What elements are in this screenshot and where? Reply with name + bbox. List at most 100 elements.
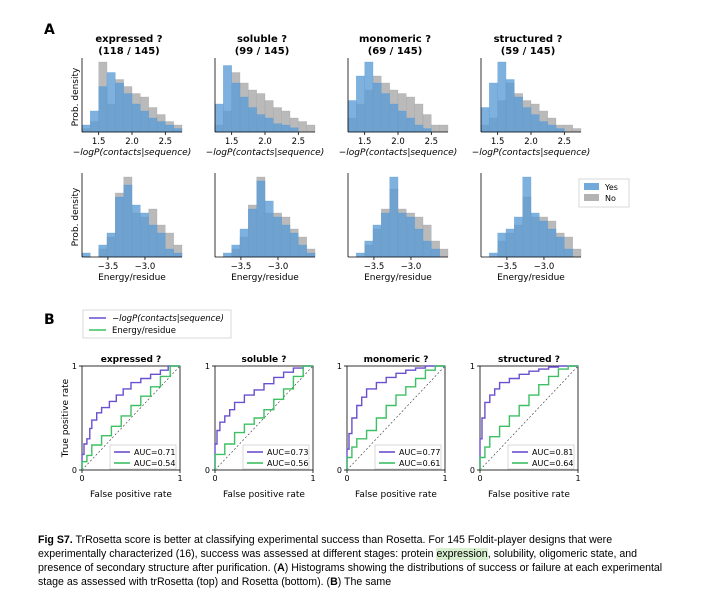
- hist-x-tick-label: −3.0: [401, 262, 422, 272]
- hist-bar-yes: [148, 224, 158, 258]
- roc-panel-title: monomeric ?: [364, 355, 429, 365]
- hist-bar-yes: [140, 110, 149, 133]
- hist-bar-yes: [356, 252, 365, 258]
- hist-bar-yes: [489, 82, 498, 133]
- hist-bar-yes: [555, 236, 565, 258]
- hist-bar-yes: [239, 96, 249, 133]
- hist-x-tick-label: 2.5: [159, 137, 173, 147]
- hist-x-tick-label: −3.5: [364, 262, 385, 272]
- hist-bar-yes: [364, 240, 374, 258]
- hist-bar-yes: [530, 114, 540, 133]
- hist-legend: Yes No: [578, 178, 630, 208]
- hist-x-tick-label: 2.0: [524, 137, 538, 147]
- hist-x-axis-label: −logP(contacts|sequence): [206, 148, 324, 158]
- roc-auc-legend: [109, 444, 177, 470]
- hist-bar-yes: [406, 117, 415, 133]
- roc-x-axis-label: False positive rate: [355, 490, 437, 500]
- roc-x-tick-label: 0: [344, 474, 349, 483]
- hist-x-axis-label: −logP(contacts|sequence): [73, 148, 191, 158]
- hist-bar-yes: [497, 232, 507, 258]
- hist-x-tick-label: −3.5: [231, 262, 252, 272]
- hist-x-tick-label: 1.5: [358, 137, 372, 147]
- hist-x-axis-label: Energy/residue: [364, 273, 432, 283]
- hist-bar-yes: [381, 93, 390, 133]
- hist-bar-yes: [364, 61, 374, 133]
- hist-y-axis-label: Prob. density: [71, 187, 81, 246]
- hist-bar-yes: [256, 180, 266, 258]
- hist-bar-yes: [414, 228, 424, 258]
- hist-bar-yes: [497, 61, 507, 133]
- roc-auc-energy: AUC=0.61: [399, 459, 440, 468]
- hist-bar-yes: [381, 212, 390, 258]
- hist-column-count: (99 / 145): [235, 46, 290, 57]
- hist-bar-yes: [281, 124, 291, 133]
- roc-panel: expressed ? 0 1 False positive rate 1 0 AUC=0.…: [61, 309, 581, 500]
- hist-bar-yes: [231, 244, 241, 258]
- roc-curve-energy: [214, 365, 313, 470]
- hist-legend-label-yes: Yes: [604, 183, 618, 192]
- roc-y-tick-label: 1: [205, 362, 210, 371]
- hist-x-tick-label: −3.5: [497, 262, 518, 272]
- hist-bar-yes: [98, 86, 108, 133]
- hist-y-axis-label: Prob. density: [71, 67, 81, 126]
- hist-legend-swatch-yes: [584, 183, 599, 190]
- caption-text-2: , solubility, oligomeric state, and pres…: [38, 548, 638, 574]
- hist-bar-yes: [547, 124, 557, 133]
- hist-x-axis-label: −logP(contacts|sequence): [339, 148, 457, 158]
- hist-bar-yes: [173, 252, 183, 258]
- hist-bar-yes: [289, 127, 299, 133]
- caption-label: Fig S7.: [38, 534, 73, 546]
- hist-bar-yes: [406, 216, 415, 258]
- hist-bar-no: [572, 128, 582, 133]
- panel-label-b: B: [44, 312, 55, 328]
- roc-y-tick-label: 1: [470, 362, 475, 371]
- hist-bar-no: [439, 248, 449, 258]
- roc-auc-legend: [374, 444, 442, 470]
- caption-text-1: TrRosetta score is better at classifying…: [38, 534, 613, 560]
- hist-bar-yes: [306, 252, 316, 258]
- figure-caption: Fig S7. TrRosetta score is better at cla…: [38, 533, 668, 589]
- hist-x-tick-label: −3.0: [534, 262, 555, 272]
- hist-bar-yes: [431, 248, 440, 258]
- hist-bar-yes: [505, 79, 515, 133]
- roc-panel-title: soluble ?: [241, 355, 286, 365]
- hist-legend-label-no: No: [605, 194, 616, 203]
- roc-y-tick-label: 0: [470, 466, 475, 475]
- figure: A B 1.5 2.0 2.5−logP(contacts|sequence)Pro…: [44, 22, 630, 500]
- hist-x-tick-label: 2.0: [391, 137, 405, 147]
- hist-x-tick-label: 2.5: [425, 137, 439, 147]
- hist-bar-yes: [81, 252, 91, 258]
- roc-x-axis-label: False positive rate: [223, 490, 305, 500]
- panel-label-a: A: [44, 22, 55, 38]
- hist-bar-yes: [165, 124, 174, 133]
- hist-bar-yes: [81, 124, 91, 133]
- roc-curve-energy: [479, 365, 578, 470]
- roc-legend: −logP(contacts|sequence) Energy/residue: [82, 309, 232, 339]
- histogram-panel: 1.5 2.0 2.5−logP(contacts|sequence)Prob. d…: [71, 34, 630, 283]
- roc-curve-logp: [81, 365, 180, 470]
- roc-auc-energy: AUC=0.64: [532, 459, 573, 468]
- hist-bar-yes: [156, 232, 166, 258]
- hist-bar-yes: [106, 72, 116, 133]
- hist-bar-yes: [505, 228, 515, 258]
- roc-x-tick-label: 0: [79, 474, 84, 483]
- hist-bar-yes: [547, 228, 557, 258]
- hist-column-title: soluble ?: [237, 34, 287, 45]
- roc-curve-logp: [346, 365, 445, 470]
- hist-bar-yes: [173, 128, 183, 133]
- hist-column-count: (118 / 145): [98, 46, 160, 57]
- roc-y-tick-label: 1: [72, 362, 77, 371]
- roc-legend-label-energy: Energy/residue: [112, 326, 176, 336]
- hist-bar-yes: [372, 82, 382, 133]
- hist-bar-yes: [131, 103, 141, 133]
- hist-x-tick-label: 2.0: [125, 137, 139, 147]
- roc-panel-title: structured ?: [498, 355, 560, 365]
- hist-x-tick-label: 1.5: [491, 137, 505, 147]
- caption-ref-a: A: [277, 562, 285, 574]
- hist-x-axis-label: Energy/residue: [231, 273, 299, 283]
- hist-legend-swatch-no: [584, 194, 599, 201]
- roc-x-axis-label: False positive rate: [488, 490, 570, 500]
- hist-bar-yes: [273, 123, 282, 133]
- hist-x-axis-label: Energy/residue: [98, 273, 166, 283]
- hist-bar-yes: [239, 228, 249, 258]
